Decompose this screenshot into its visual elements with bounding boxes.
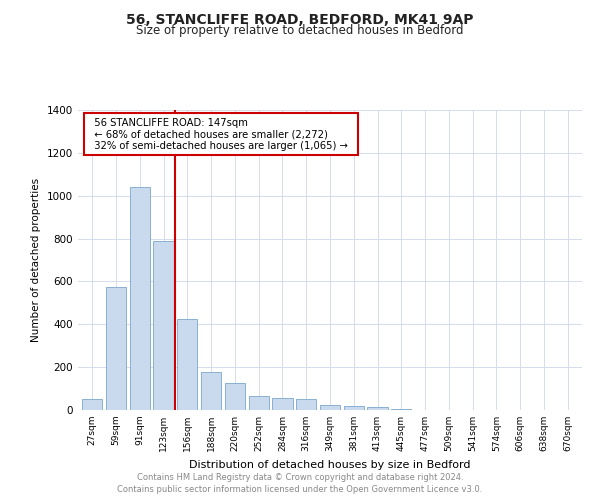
Text: Contains HM Land Registry data © Crown copyright and database right 2024.: Contains HM Land Registry data © Crown c… <box>137 472 463 482</box>
Bar <box>130 187 150 410</box>
Bar <box>344 406 364 410</box>
Bar <box>320 404 340 410</box>
Text: 56 STANCLIFFE ROAD: 147sqm
  ← 68% of detached houses are smaller (2,272)
  32% : 56 STANCLIFFE ROAD: 147sqm ← 68% of deta… <box>88 118 354 150</box>
Text: Contains public sector information licensed under the Open Government Licence v3: Contains public sector information licen… <box>118 485 482 494</box>
Bar <box>154 240 173 410</box>
Bar <box>367 407 388 410</box>
Bar <box>201 372 221 410</box>
Bar <box>272 398 293 410</box>
Y-axis label: Number of detached properties: Number of detached properties <box>31 178 41 342</box>
X-axis label: Distribution of detached houses by size in Bedford: Distribution of detached houses by size … <box>189 460 471 469</box>
Bar <box>248 396 269 410</box>
Bar <box>82 400 103 410</box>
Bar <box>225 383 245 410</box>
Bar <box>106 287 126 410</box>
Bar <box>177 319 197 410</box>
Text: Size of property relative to detached houses in Bedford: Size of property relative to detached ho… <box>136 24 464 37</box>
Bar <box>296 400 316 410</box>
Bar <box>391 409 412 410</box>
Text: 56, STANCLIFFE ROAD, BEDFORD, MK41 9AP: 56, STANCLIFFE ROAD, BEDFORD, MK41 9AP <box>126 12 474 26</box>
